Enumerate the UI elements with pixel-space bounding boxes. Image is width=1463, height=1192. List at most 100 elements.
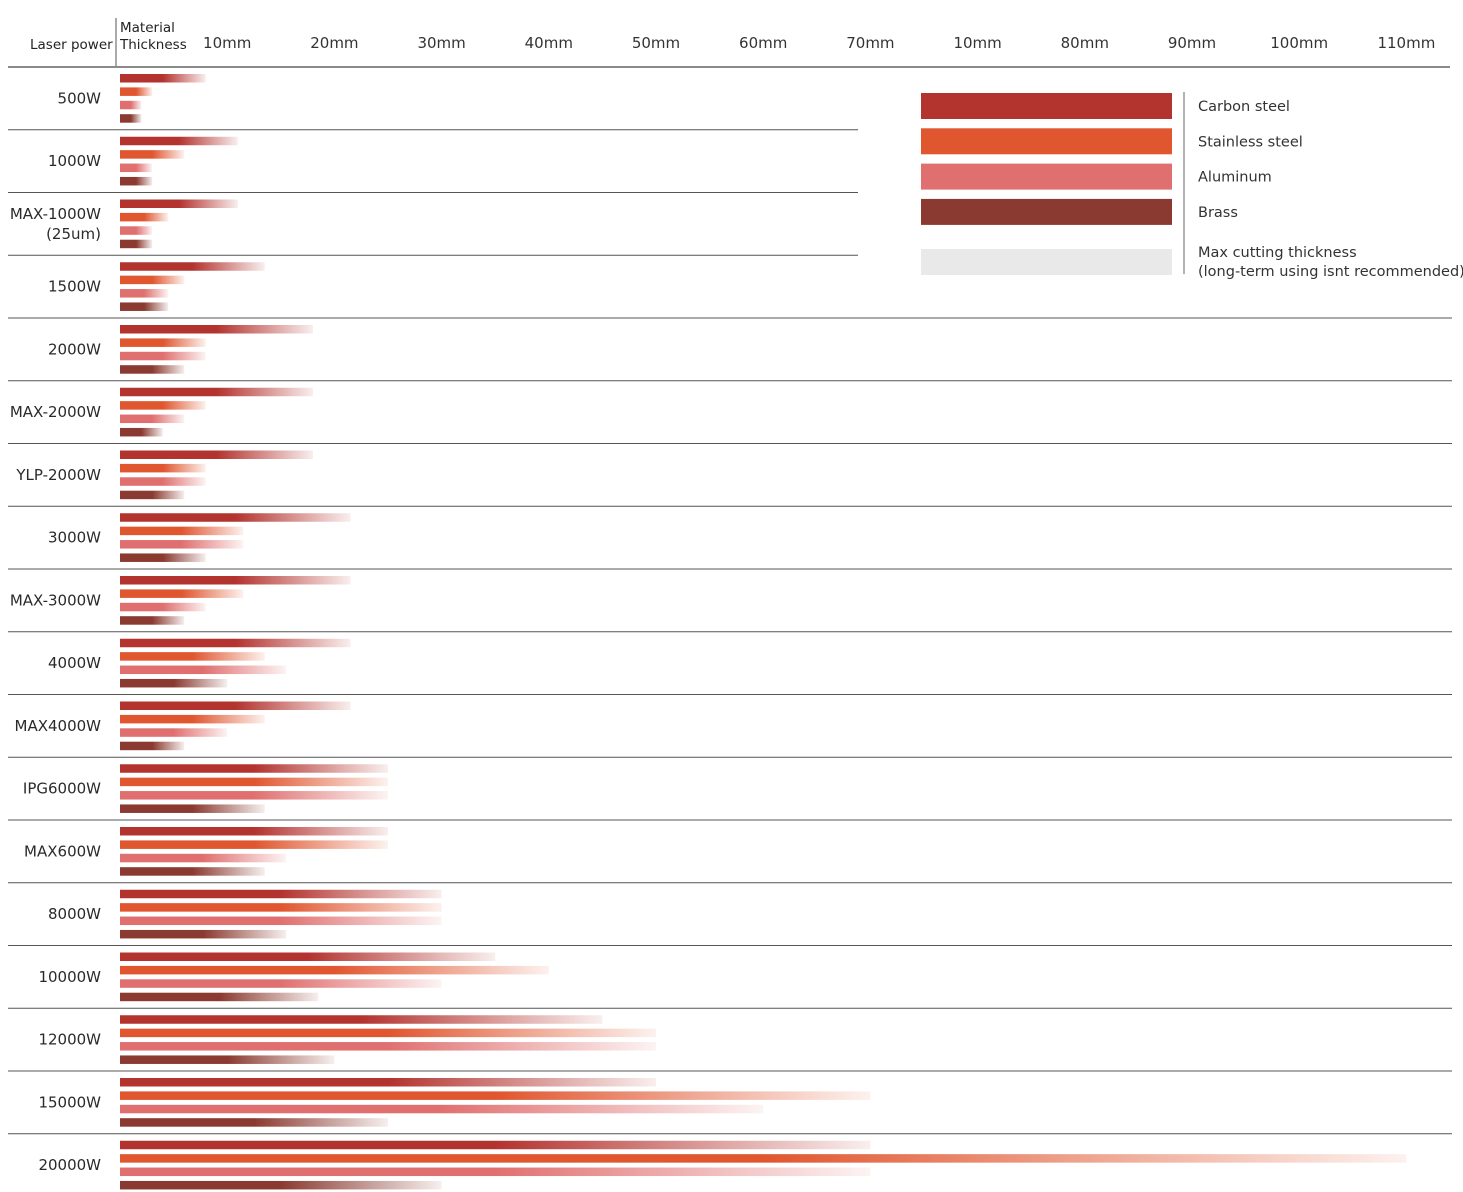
row-max4000w: MAX4000W xyxy=(8,701,1452,758)
row-label: MAX-2000W xyxy=(10,403,101,421)
row-4000w: 4000W xyxy=(8,638,1452,695)
bar-stainless-steel xyxy=(120,212,169,222)
row-label: 20000W xyxy=(38,1156,101,1174)
bar-brass xyxy=(120,490,185,500)
row-20000w: 20000W xyxy=(38,1140,1407,1190)
material-thickness-header-line2: Thickness xyxy=(119,37,187,53)
bar-carbon-steel xyxy=(120,576,351,585)
legend-swatch-max-thickness xyxy=(921,249,1172,275)
x-tick-label: 60mm xyxy=(739,34,787,52)
bar-stainless-steel xyxy=(120,526,244,536)
x-tick-label: 50mm xyxy=(632,34,680,52)
bar-carbon-steel xyxy=(120,889,442,899)
row-12000w: 12000W xyxy=(8,1015,1452,1072)
row-label-line: (25um) xyxy=(46,225,101,243)
bar-aluminum xyxy=(120,979,442,988)
bar-aluminum xyxy=(120,1167,871,1177)
bar-carbon-steel xyxy=(120,325,313,334)
row-label: MAX-3000W xyxy=(10,591,101,609)
bar-carbon-steel xyxy=(120,262,265,271)
bar-brass xyxy=(120,678,228,688)
bar-brass xyxy=(120,114,142,123)
bar-stainless-steel xyxy=(120,777,388,787)
row-label: 1000W xyxy=(48,152,101,170)
bar-stainless-steel xyxy=(120,965,549,975)
legend-label-carbon-steel: Carbon steel xyxy=(1198,99,1290,115)
bar-brass xyxy=(120,553,206,562)
row-label: 3000W xyxy=(48,529,101,547)
bar-brass xyxy=(120,176,153,186)
bar-brass xyxy=(120,427,163,437)
legend-label-brass: Brass xyxy=(1198,205,1238,221)
chart-rows: 500W 1000W MAX-1000W (25um) 1500W 2000W MAX-20… xyxy=(8,74,1452,1190)
x-tick-label: 90mm xyxy=(1168,34,1216,52)
row-label: IPG6000W xyxy=(23,780,101,798)
x-tick-label: 40mm xyxy=(525,34,573,52)
row-500w: 500W xyxy=(8,74,858,131)
row-label: MAX4000W xyxy=(15,717,102,735)
bar-brass xyxy=(120,302,169,311)
bar-brass xyxy=(120,616,185,625)
bar-carbon-steel xyxy=(120,450,313,459)
bar-aluminum xyxy=(120,414,185,424)
legend-label-max-thickness-line1: Max cutting thickness xyxy=(1198,245,1357,261)
bar-stainless-steel xyxy=(120,652,265,661)
x-tick-label: 100mm xyxy=(1270,34,1328,52)
bar-stainless-steel xyxy=(120,401,206,410)
row-label: 10000W xyxy=(38,968,101,986)
row-label: MAX600W xyxy=(24,842,101,860)
x-tick-label: 20mm xyxy=(310,34,358,52)
bar-brass xyxy=(120,1118,388,1127)
bar-carbon-steel xyxy=(120,199,238,208)
legend-swatch-stainless-steel xyxy=(921,128,1172,155)
bar-carbon-steel xyxy=(120,1140,871,1150)
bar-brass xyxy=(120,992,319,1002)
bar-carbon-steel xyxy=(120,387,313,397)
bar-aluminum xyxy=(120,853,287,863)
bar-aluminum xyxy=(120,1104,764,1114)
bar-carbon-steel xyxy=(120,701,351,710)
bar-stainless-steel xyxy=(120,589,244,598)
bar-carbon-steel xyxy=(120,136,238,146)
bar-stainless-steel xyxy=(120,840,388,849)
bar-carbon-steel xyxy=(120,952,496,961)
row-label: 8000W xyxy=(48,905,101,923)
row-1000w: 1000W xyxy=(8,136,858,193)
bar-carbon-steel xyxy=(120,513,351,522)
row-10000w: 10000W xyxy=(8,952,1452,1009)
laser-power-header: Laser power xyxy=(30,37,113,53)
x-tick-label: 70mm xyxy=(846,34,894,52)
bar-carbon-steel xyxy=(120,1015,603,1024)
bar-carbon-steel xyxy=(120,74,206,83)
row-label: 2000W xyxy=(48,340,101,358)
legend-swatch-brass xyxy=(921,198,1172,225)
bar-stainless-steel xyxy=(120,338,206,347)
row-label: 4000W xyxy=(48,654,101,672)
bar-carbon-steel xyxy=(120,764,388,773)
bar-aluminum xyxy=(120,540,244,549)
bar-carbon-steel xyxy=(120,1078,656,1087)
legend-swatch-aluminum xyxy=(921,163,1172,190)
row-3000w: 3000W xyxy=(8,513,1452,570)
bar-aluminum xyxy=(120,1042,656,1051)
bar-aluminum xyxy=(120,728,228,737)
bar-aluminum xyxy=(120,100,142,110)
bar-aluminum xyxy=(120,602,206,612)
bar-carbon-steel xyxy=(120,827,388,836)
bar-stainless-steel xyxy=(120,1028,656,1038)
bar-stainless-steel xyxy=(120,1091,871,1100)
bar-aluminum xyxy=(120,351,206,361)
bar-stainless-steel xyxy=(120,463,206,473)
bar-stainless-steel xyxy=(120,714,265,724)
bar-aluminum xyxy=(120,226,153,235)
bar-brass xyxy=(120,741,185,751)
bar-carbon-steel xyxy=(120,638,351,648)
row-label: 15000W xyxy=(38,1093,101,1111)
legend-label-max-thickness-line2: (long-term using isnt recommended) xyxy=(1198,264,1463,280)
bar-aluminum xyxy=(120,665,287,675)
row-max-3000w: MAX-3000W xyxy=(8,576,1452,633)
bar-brass xyxy=(120,804,265,813)
bar-aluminum xyxy=(120,916,442,926)
x-axis-ticks: 10mm 20mm 30mm 40mm 50mm 60mm 70mm 10mm 80mm 90mm… xyxy=(203,34,1435,52)
